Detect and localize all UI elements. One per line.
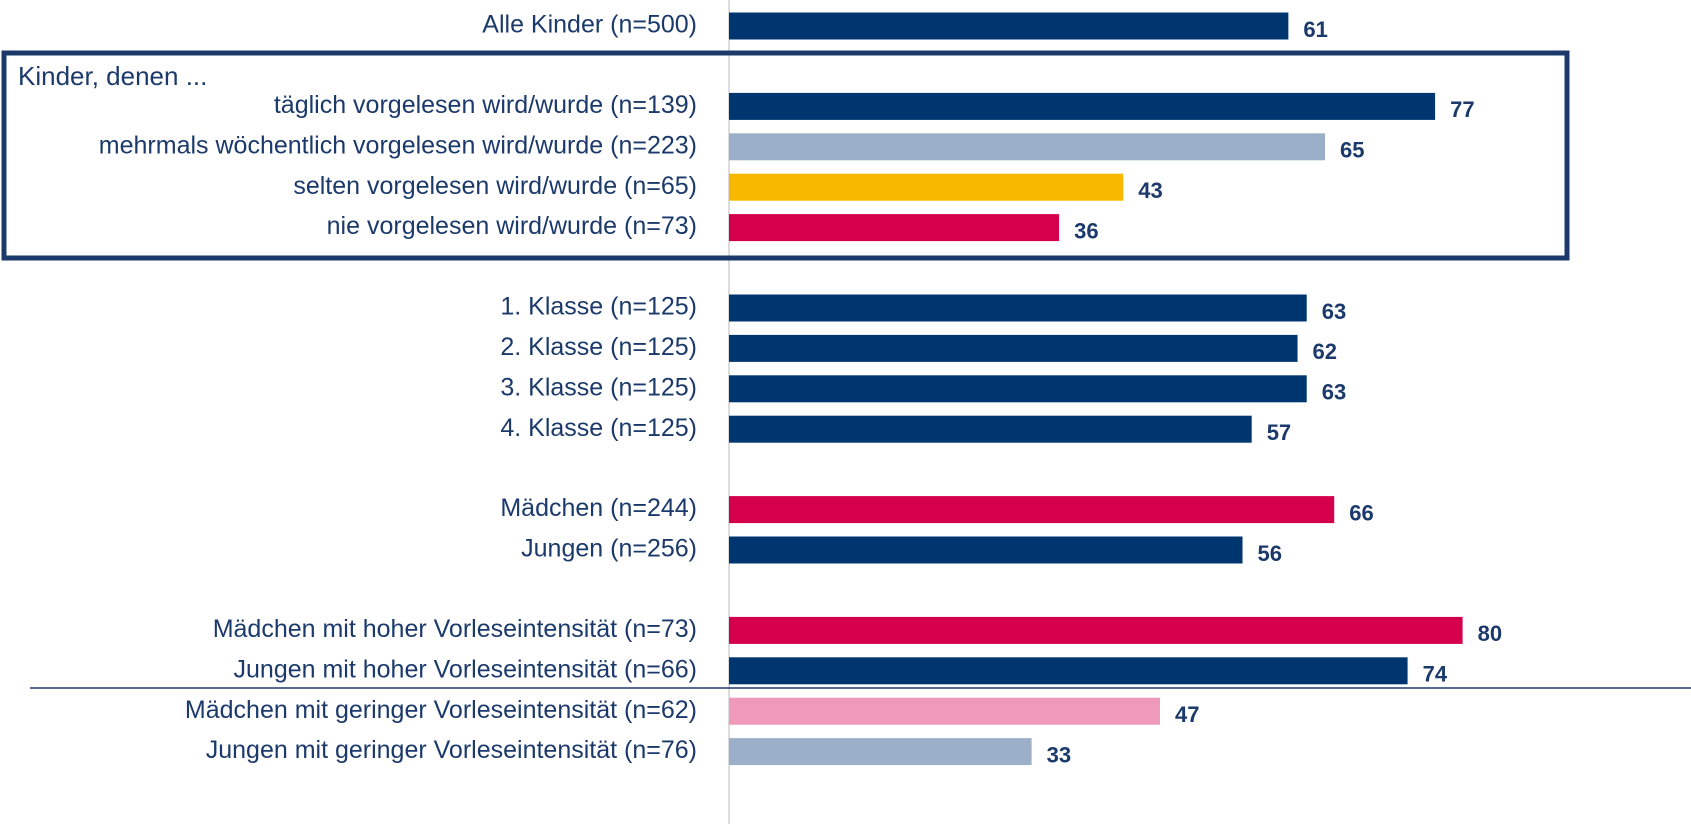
value-label: 65 xyxy=(1340,138,1364,163)
value-label: 66 xyxy=(1349,500,1373,525)
category-label: 1. Klasse (n=125) xyxy=(500,293,697,321)
category-label: Jungen mit hoher Vorleseintensität (n=66… xyxy=(234,655,697,683)
bar xyxy=(729,133,1326,161)
category-label: Mädchen mit hoher Vorleseintensität (n=7… xyxy=(213,615,697,643)
category-label: täglich vorgelesen wird/wurde (n=139) xyxy=(274,91,697,119)
bar xyxy=(729,375,1307,403)
bar xyxy=(729,415,1252,443)
category-label: Jungen mit geringer Vorleseintensität (n… xyxy=(206,736,697,764)
value-label: 61 xyxy=(1303,17,1327,42)
category-label: 3. Klasse (n=125) xyxy=(500,373,697,401)
bar xyxy=(729,214,1060,242)
bar xyxy=(729,12,1289,40)
bar xyxy=(729,697,1160,725)
category-label: selten vorgelesen wird/wurde (n=65) xyxy=(293,172,697,200)
value-label: 43 xyxy=(1138,178,1162,203)
value-label: 47 xyxy=(1175,702,1199,727)
category-label: Alle Kinder (n=500) xyxy=(482,11,697,39)
bar xyxy=(729,536,1243,564)
value-label: 74 xyxy=(1423,662,1448,687)
group-box xyxy=(1,50,1570,261)
bar xyxy=(729,496,1335,524)
bar xyxy=(729,738,1032,766)
value-label: 33 xyxy=(1047,742,1071,767)
category-label: nie vorgelesen wird/wurde (n=73) xyxy=(327,212,697,240)
bar xyxy=(729,294,1307,322)
value-label: 62 xyxy=(1313,339,1337,364)
value-label: 63 xyxy=(1322,299,1346,324)
category-label: 4. Klasse (n=125) xyxy=(500,414,697,442)
value-label: 56 xyxy=(1258,541,1282,566)
bar xyxy=(729,616,1463,644)
category-label: Mädchen mit geringer Vorleseintensität (… xyxy=(185,696,697,724)
category-label: mehrmals wöchentlich vorgelesen wird/wur… xyxy=(99,131,697,159)
category-label: 2. Klasse (n=125) xyxy=(500,333,697,361)
bar xyxy=(729,657,1408,685)
category-label: Mädchen (n=244) xyxy=(500,494,697,522)
value-label: 77 xyxy=(1450,97,1474,122)
value-label: 80 xyxy=(1478,621,1502,646)
bar xyxy=(729,92,1436,120)
bar xyxy=(729,173,1124,201)
value-label: 57 xyxy=(1267,420,1291,445)
group-label: Kinder, denen ... xyxy=(18,61,207,91)
value-label: 36 xyxy=(1074,218,1098,243)
value-label: 63 xyxy=(1322,380,1346,405)
bar xyxy=(729,334,1298,362)
category-label: Jungen (n=256) xyxy=(521,535,697,563)
